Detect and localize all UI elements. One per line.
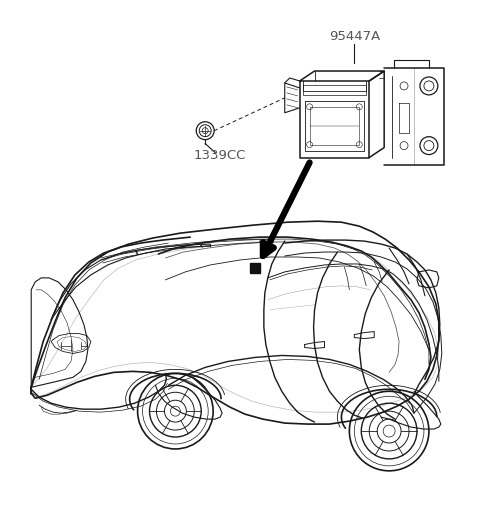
Text: 95447A: 95447A [329,30,380,43]
Text: 1339CC: 1339CC [194,149,246,162]
Bar [250,263,260,273]
